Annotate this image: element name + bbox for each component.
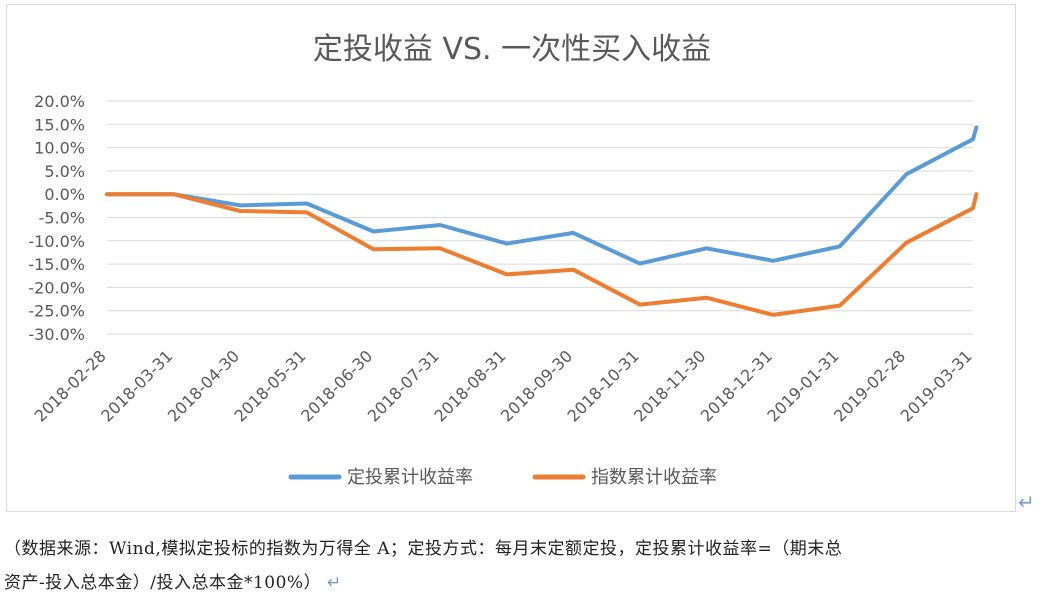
y-tick-label: 20.0%	[34, 92, 85, 111]
y-tick-label: 5.0%	[44, 162, 85, 181]
y-tick-label: 0.0%	[44, 185, 85, 204]
y-tick-label: -15.0%	[28, 255, 85, 274]
series-line-2	[105, 192, 979, 317]
y-tick-label: -30.0%	[28, 325, 85, 344]
legend-label-2: 指数累计收益率	[591, 467, 717, 488]
y-tick-label: 15.0%	[34, 115, 85, 134]
caption-line-1: （数据来源：Wind,模拟定投标的指数为万得全 A；定投方式：每月末定额定投，定…	[4, 539, 843, 559]
line-chart: 定投收益 VS. 一次性买入收益 20.0% 15.0% 10.0% 5.0% 0.0% -…	[28, 32, 979, 488]
y-tick-label: -20.0%	[28, 278, 85, 297]
chart-title: 定投收益 VS. 一次性买入收益	[313, 32, 711, 67]
paragraph-return-icon: ↵	[1018, 490, 1035, 514]
x-tick-label: 2019-03-31	[897, 346, 976, 425]
legend-label-1: 定投累计收益率	[347, 467, 473, 488]
caption-line-2-text: 资产-投入总本金）/投入总本金*100%）	[4, 573, 322, 593]
y-tick-label: -10.0%	[28, 232, 85, 251]
y-tick-label: -25.0%	[28, 302, 85, 321]
chart-frame: 定投收益 VS. 一次性买入收益 20.0% 15.0% 10.0% 5.0% 0.0% -…	[6, 4, 1016, 512]
paragraph-return-icon: ↵	[326, 573, 342, 593]
caption: （数据来源：Wind,模拟定投标的指数为万得全 A；定投方式：每月末定额定投，定…	[4, 532, 1044, 600]
y-tick-label: 10.0%	[34, 139, 85, 158]
series-line-1	[105, 125, 979, 266]
caption-line-2: 资产-投入总本金）/投入总本金*100%） ↵	[4, 566, 1044, 600]
y-tick-label: -5.0%	[39, 209, 85, 228]
